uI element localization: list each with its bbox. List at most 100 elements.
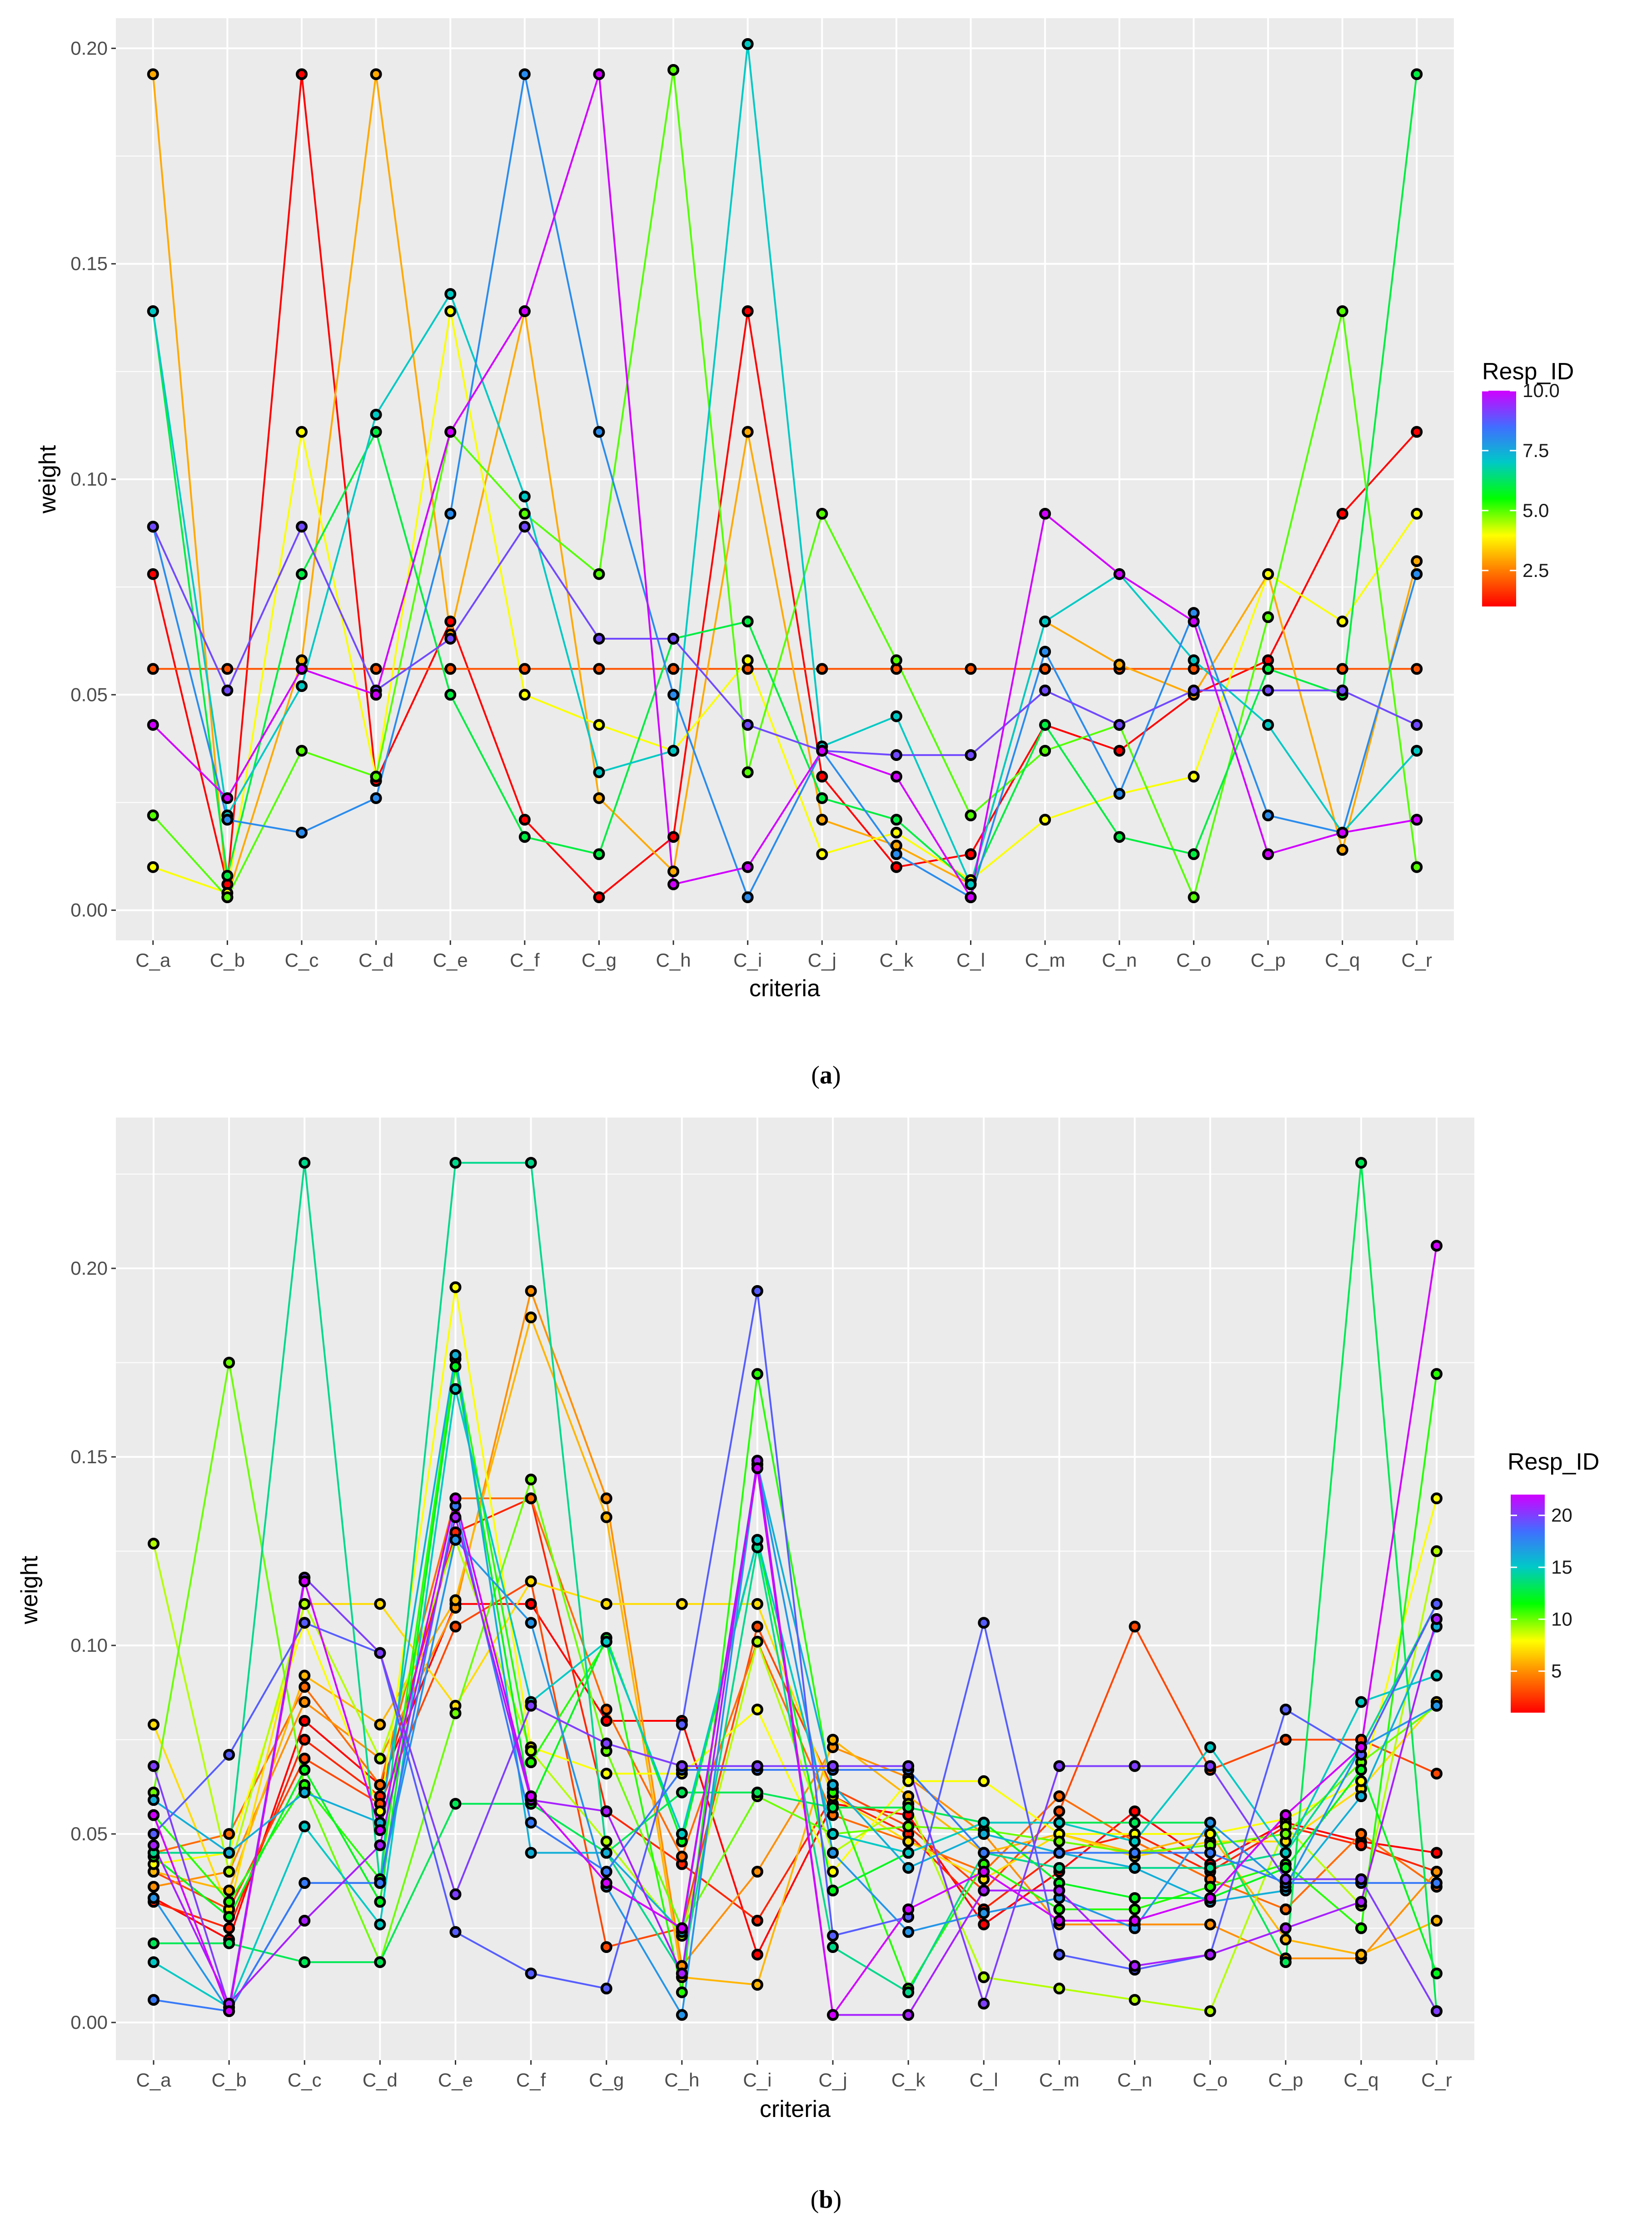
data-point — [525, 1617, 537, 1629]
data-point — [600, 1805, 612, 1818]
x-tick-label: C_b — [212, 2069, 247, 2091]
data-point — [593, 632, 605, 645]
data-point — [667, 64, 680, 76]
data-point — [593, 891, 605, 904]
data-point — [518, 490, 531, 502]
data-point — [827, 2009, 839, 2021]
data-point — [751, 1866, 763, 1878]
y-tick-label: 0.15 — [70, 253, 108, 274]
data-point — [600, 1983, 612, 1995]
data-point — [827, 1734, 839, 1746]
data-point — [1129, 1892, 1141, 1904]
data-point — [1039, 646, 1051, 658]
y-axis-title-a: weight — [35, 445, 61, 514]
data-point — [525, 1847, 537, 1859]
data-point — [751, 1948, 763, 1961]
data-point — [902, 1847, 915, 1859]
data-point — [827, 1866, 839, 1878]
data-point — [890, 814, 902, 826]
series-lines-a — [152, 44, 1418, 900]
y-tick-label: 0.10 — [70, 1635, 108, 1656]
data-point — [978, 1971, 990, 1983]
data-point — [1204, 2005, 1216, 2017]
data-point — [1279, 1704, 1292, 1716]
data-point — [676, 1968, 688, 1980]
x-tick-label: C_i — [743, 2069, 771, 2091]
data-point — [593, 848, 605, 860]
data-point — [751, 1285, 763, 1297]
data-point — [600, 1835, 612, 1848]
data-point — [1129, 1817, 1141, 1829]
data-point — [600, 1598, 612, 1610]
data-point — [518, 663, 531, 675]
data-point — [1204, 1948, 1216, 1961]
data-point — [1039, 684, 1051, 696]
data-point — [1336, 616, 1348, 628]
data-point — [890, 710, 902, 722]
data-point — [374, 1805, 386, 1818]
data-point — [518, 305, 531, 318]
data-point — [890, 749, 902, 761]
data-point — [676, 1986, 688, 1998]
data-point — [1411, 568, 1423, 580]
x-tick-label: C_j — [808, 949, 836, 971]
data-point — [593, 663, 605, 675]
data-point — [1129, 1835, 1141, 1848]
series-line-resp-18 — [153, 1506, 1437, 2012]
y-tick-label: 0.00 — [70, 2012, 108, 2033]
data-point — [296, 826, 308, 839]
data-point — [147, 305, 159, 318]
series-line-resp-19 — [153, 1291, 1438, 1990]
x-tick-label: C_k — [880, 949, 914, 971]
data-point — [148, 1839, 160, 1851]
data-point — [525, 1756, 537, 1769]
data-point — [902, 2009, 915, 2021]
x-tick-label: C_c — [285, 949, 319, 971]
data-point — [741, 861, 754, 873]
data-point — [600, 1635, 612, 1648]
x-axis-title-a: criteria — [749, 975, 820, 1002]
data-point — [667, 831, 680, 843]
data-point — [890, 654, 902, 666]
y-ticks-b: 0.00 0.05 0.10 0.15 0.20 — [70, 1257, 116, 2033]
data-point — [148, 1719, 160, 1731]
data-point — [667, 878, 680, 890]
data-point — [600, 1511, 612, 1523]
data-point — [1129, 1903, 1141, 1915]
data-point — [816, 507, 828, 520]
data-point — [449, 1926, 462, 1938]
data-point — [1336, 826, 1348, 839]
data-point — [525, 1968, 537, 1980]
data-point — [676, 1850, 688, 1863]
data-point — [600, 1768, 612, 1780]
data-point — [444, 288, 457, 300]
data-point — [902, 1903, 915, 1915]
x-tick-label: C_r — [1421, 2069, 1452, 2091]
x-tick-label: C_g — [582, 949, 617, 971]
data-point — [518, 831, 531, 843]
data-point — [296, 680, 308, 692]
caption-a: (a) — [811, 1061, 841, 1089]
data-point — [751, 1368, 763, 1380]
data-point — [816, 792, 828, 804]
x-tick-label: C_m — [1025, 949, 1065, 971]
x-tick-label: C_n — [1117, 2069, 1152, 2091]
data-point — [1262, 611, 1274, 623]
data-point — [827, 1884, 839, 1897]
data-point — [978, 1817, 990, 1829]
legend-b: Resp_ID 5 10 15 20 — [1508, 1449, 1599, 1713]
x-tick-label: C_b — [210, 949, 245, 971]
data-point — [1279, 1809, 1292, 1821]
data-point — [449, 1594, 462, 1606]
y-tick-label: 0.00 — [70, 899, 108, 921]
data-point — [1113, 719, 1125, 731]
data-point — [890, 861, 902, 873]
grid-a — [116, 18, 1454, 940]
data-point — [518, 68, 531, 80]
data-point — [1053, 1835, 1065, 1848]
series-line-resp-10 — [152, 74, 1417, 900]
data-point — [449, 1707, 462, 1719]
data-point — [1411, 68, 1423, 80]
data-point — [374, 1824, 386, 1836]
